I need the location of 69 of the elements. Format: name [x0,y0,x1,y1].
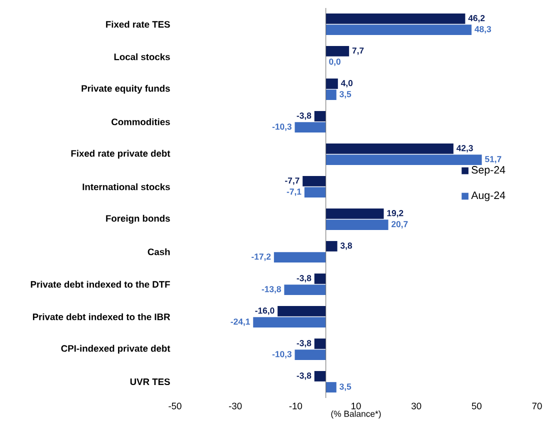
data-label: -3,8 [296,372,312,380]
bar [253,317,326,328]
y-tick-label: Commodities [112,118,170,126]
bar [294,350,326,360]
bar [326,78,338,89]
data-label: -3,8 [296,340,312,348]
y-tick-label: Fixed rate private debt [71,150,170,159]
bar [326,382,336,392]
y-tick-label: Private debt indexed to the DTF [30,280,170,288]
y-tick-label: Local stocks [114,53,170,60]
y-tick-label: Fixed rate TES [106,20,170,28]
data-label: 3,8 [340,242,352,250]
bar [304,187,326,198]
data-label: -10,3 [272,351,292,358]
bar [278,306,326,316]
bar [284,284,326,295]
y-tick-label: International stocks [82,183,170,190]
data-label: -7,7 [285,178,300,185]
bar [326,144,454,154]
bar [314,338,326,349]
data-label: 51,7 [485,156,502,164]
data-label: 48,3 [474,26,492,34]
bar [314,274,326,284]
y-tick-label: Foreign bonds [106,214,170,224]
y-tick-label: Private equity funds [82,84,170,94]
y-tick-label: CPI-indexed private debt [61,344,170,354]
bar [326,90,336,100]
y-tick-label: Private debt indexed to the IBR [32,313,170,320]
data-label: -17,2 [252,254,271,261]
y-tick-label: UVR TES [130,378,170,386]
x-tick-label: 50 [472,402,482,410]
data-label: -24,1 [230,318,250,326]
data-label: 20,7 [392,221,408,228]
data-label: 4,0 [340,80,353,88]
bar [314,371,326,382]
bar [314,111,326,122]
x-tick-label: 10 [352,402,361,410]
bar [274,252,326,262]
data-label: -13,8 [262,286,282,294]
legend-label: Sep-24 [472,166,506,176]
data-label: -3,8 [296,112,312,120]
bar [326,208,384,219]
data-label: 42,3 [456,145,473,152]
bar [302,176,326,186]
x-axis-title: (% Balance*) [331,410,381,419]
bar [326,241,338,252]
x-tick-label: -50 [168,402,182,410]
data-label: -10,3 [272,124,292,131]
bar [294,122,326,132]
x-tick-label: -30 [229,402,242,410]
x-tick-label: 30 [412,402,422,410]
bar [326,46,350,56]
bar [326,154,482,165]
x-tick-label: -10 [289,402,302,410]
data-label: 19,2 [387,210,404,218]
data-label: -3,8 [296,275,312,282]
bar [326,14,466,24]
legend-label: Aug-24 [471,192,506,202]
data-label: -16,0 [255,308,274,315]
bar [326,220,388,230]
x-tick-label: 70 [532,402,542,410]
data-label: 0,0 [329,58,340,66]
data-label: 3,5 [340,384,352,391]
data-label: -7,1 [286,188,302,196]
data-label: 46,2 [468,15,485,22]
data-label: 7,7 [352,48,364,55]
y-tick-label: Cash [148,248,170,256]
data-label: 3,5 [340,91,352,98]
bar [326,24,472,35]
